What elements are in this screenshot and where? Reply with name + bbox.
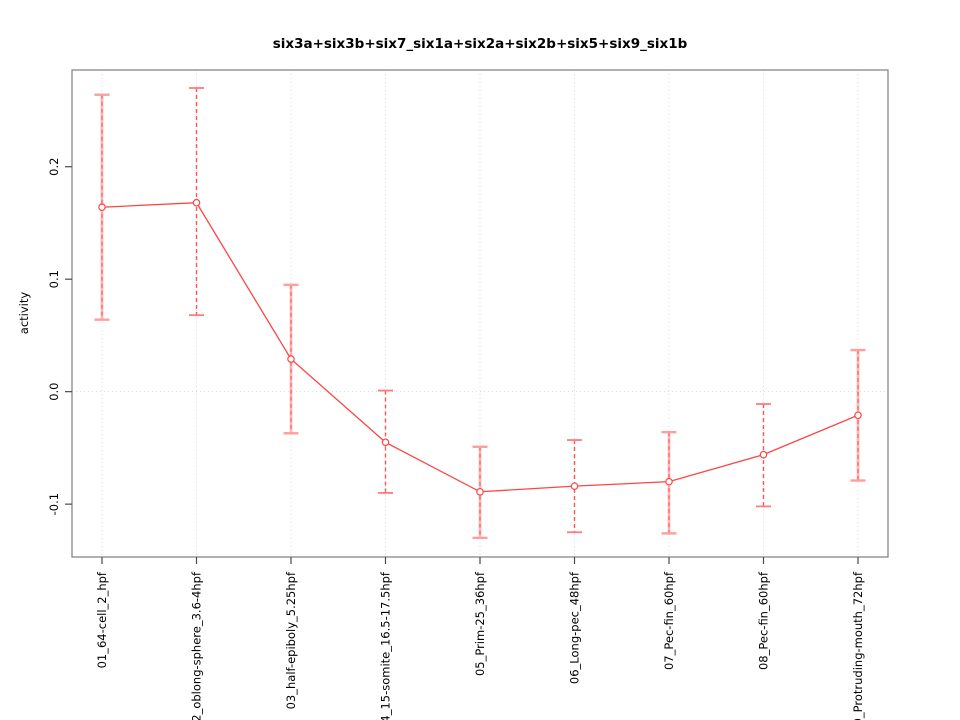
y-tick-label: 0.0 [47,383,61,401]
data-point-marker [759,450,768,459]
data-point-marker [381,438,390,447]
y-axis-label: activity [17,291,31,335]
data-point-marker [287,355,295,363]
data-point-marker [570,482,579,490]
x-tick-label: 09_Protruding-mouth_72hpf [851,571,865,720]
data-point-marker [98,203,106,212]
x-tick-label: 07_Pec-fin_60hpf [662,571,676,670]
y-tick-label: -0.1 [47,493,61,515]
chart-title: six3a+six3b+six7_six1a+six2a+six2b+six5+… [272,36,688,52]
x-tick-label: 08_Pec-fin_60hpf [757,571,771,670]
data-point-marker [854,411,862,420]
y-tick-label: 0.2 [47,158,61,176]
x-tick-label: 04_15-somite_16.5-17.5hpf [379,571,393,720]
data-point-marker [192,198,201,207]
y-tick-label: 0.1 [47,270,61,288]
x-tick-label: 03_half-epiboly_5.25hpf [284,571,298,709]
x-tick-label: 02_oblong-sphere_3.6-4hpf [190,571,204,720]
x-tick-label: 06_Long-pec_48hpf [568,571,582,684]
data-point-marker [476,487,484,496]
x-tick-label: 05_Prim-25_36hpf [473,571,487,676]
x-tick-label: 01_64-cell_2_hpf [95,571,109,668]
data-point-marker [665,477,673,486]
